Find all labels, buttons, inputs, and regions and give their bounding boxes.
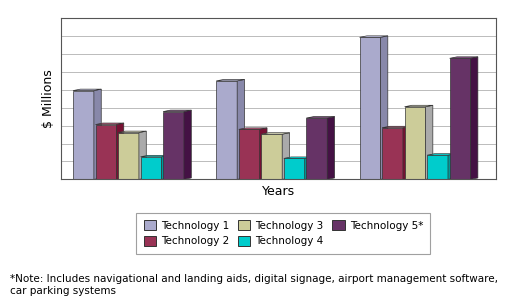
Polygon shape bbox=[95, 123, 124, 124]
Bar bbox=[216, 81, 237, 179]
Legend: Technology 1, Technology 2, Technology 3, Technology 4, Technology 5*: Technology 1, Technology 2, Technology 3… bbox=[136, 213, 430, 254]
Bar bbox=[283, 158, 304, 179]
Bar bbox=[261, 134, 282, 179]
Bar bbox=[449, 58, 470, 179]
Polygon shape bbox=[327, 117, 334, 179]
Polygon shape bbox=[470, 57, 477, 179]
Bar bbox=[95, 124, 116, 179]
Polygon shape bbox=[237, 80, 244, 179]
Polygon shape bbox=[425, 105, 432, 179]
Polygon shape bbox=[426, 154, 454, 155]
Polygon shape bbox=[73, 89, 101, 91]
Polygon shape bbox=[94, 89, 101, 179]
Polygon shape bbox=[404, 105, 432, 107]
Bar bbox=[359, 37, 380, 179]
Bar bbox=[426, 155, 447, 179]
Bar bbox=[118, 132, 139, 179]
Polygon shape bbox=[449, 57, 477, 58]
Bar bbox=[238, 129, 259, 179]
Bar bbox=[163, 112, 184, 179]
Polygon shape bbox=[184, 110, 191, 179]
Polygon shape bbox=[359, 36, 387, 37]
Text: *Note: Includes navigational and landing aids, digital signage, airport manageme: *Note: Includes navigational and landing… bbox=[10, 274, 497, 296]
Polygon shape bbox=[140, 155, 169, 157]
Polygon shape bbox=[161, 155, 169, 179]
Polygon shape bbox=[259, 128, 267, 179]
Bar bbox=[381, 128, 402, 179]
Polygon shape bbox=[304, 157, 312, 179]
Polygon shape bbox=[447, 154, 454, 179]
Polygon shape bbox=[261, 133, 289, 134]
Polygon shape bbox=[381, 126, 410, 128]
Polygon shape bbox=[216, 80, 244, 81]
Polygon shape bbox=[118, 131, 146, 132]
Polygon shape bbox=[163, 110, 191, 112]
Bar bbox=[404, 107, 425, 179]
Polygon shape bbox=[238, 128, 267, 129]
Polygon shape bbox=[402, 126, 410, 179]
Polygon shape bbox=[283, 157, 312, 158]
Bar bbox=[73, 91, 94, 179]
Bar bbox=[306, 118, 327, 179]
Polygon shape bbox=[282, 133, 289, 179]
Polygon shape bbox=[306, 117, 334, 118]
Y-axis label: $ Millions: $ Millions bbox=[42, 69, 55, 128]
Bar bbox=[140, 157, 161, 179]
Polygon shape bbox=[116, 123, 124, 179]
Polygon shape bbox=[139, 131, 146, 179]
Polygon shape bbox=[380, 36, 387, 179]
X-axis label: Years: Years bbox=[261, 185, 294, 198]
